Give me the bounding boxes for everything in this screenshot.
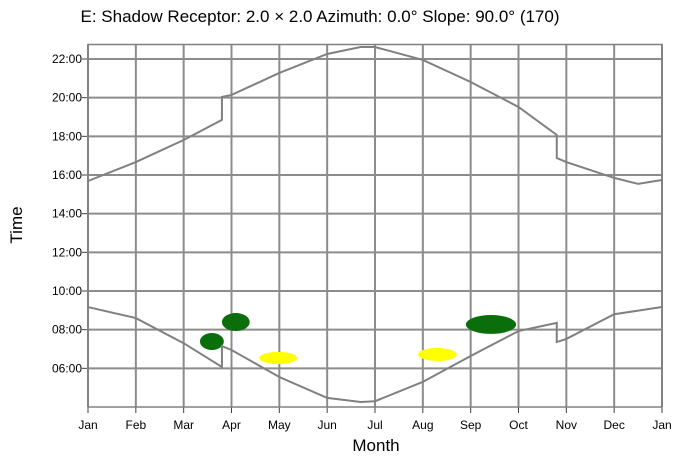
- series-line: [87, 46, 663, 185]
- shadow-region: [418, 348, 457, 361]
- chart-title: E: Shadow Receptor: 2.0 × 2.0 Azimuth: 0…: [80, 7, 559, 26]
- y-tick-label: 06:00: [52, 361, 82, 375]
- y-tick-label: 12:00: [52, 245, 82, 259]
- shadow-region: [221, 313, 250, 332]
- x-tick-label: Jan: [652, 418, 671, 432]
- y-tick-label: 14:00: [52, 207, 82, 221]
- y-axis-label: Time: [7, 206, 26, 243]
- x-tick-label: Aug: [412, 418, 433, 432]
- shadow-region: [259, 351, 298, 365]
- x-axis-label: Month: [352, 436, 399, 455]
- x-tick-label: Oct: [509, 418, 528, 432]
- y-tick-label: 20:00: [52, 91, 82, 105]
- y-tick-label: 10:00: [52, 284, 82, 298]
- x-tick-label: Apr: [222, 418, 241, 432]
- x-tick-label: Feb: [125, 418, 146, 432]
- series-line: [87, 306, 663, 403]
- x-tick-label: Mar: [173, 418, 194, 432]
- y-tick-label: 16:00: [52, 168, 82, 182]
- x-tick-label: Nov: [556, 418, 577, 432]
- shadow-region: [199, 332, 224, 350]
- x-tick-label: May: [268, 418, 291, 432]
- plot-frame: [87, 43, 663, 408]
- x-tick-label: Jun: [317, 418, 336, 432]
- y-tick-label: 18:00: [52, 129, 82, 143]
- shadow-region: [465, 314, 517, 334]
- x-tick-label: Jan: [78, 418, 97, 432]
- y-tick-label: 22:00: [52, 52, 82, 66]
- x-tick-label: Jul: [367, 418, 382, 432]
- y-tick-label: 08:00: [52, 323, 82, 337]
- x-tick-label: Dec: [603, 418, 624, 432]
- x-tick-label: Sep: [460, 418, 482, 432]
